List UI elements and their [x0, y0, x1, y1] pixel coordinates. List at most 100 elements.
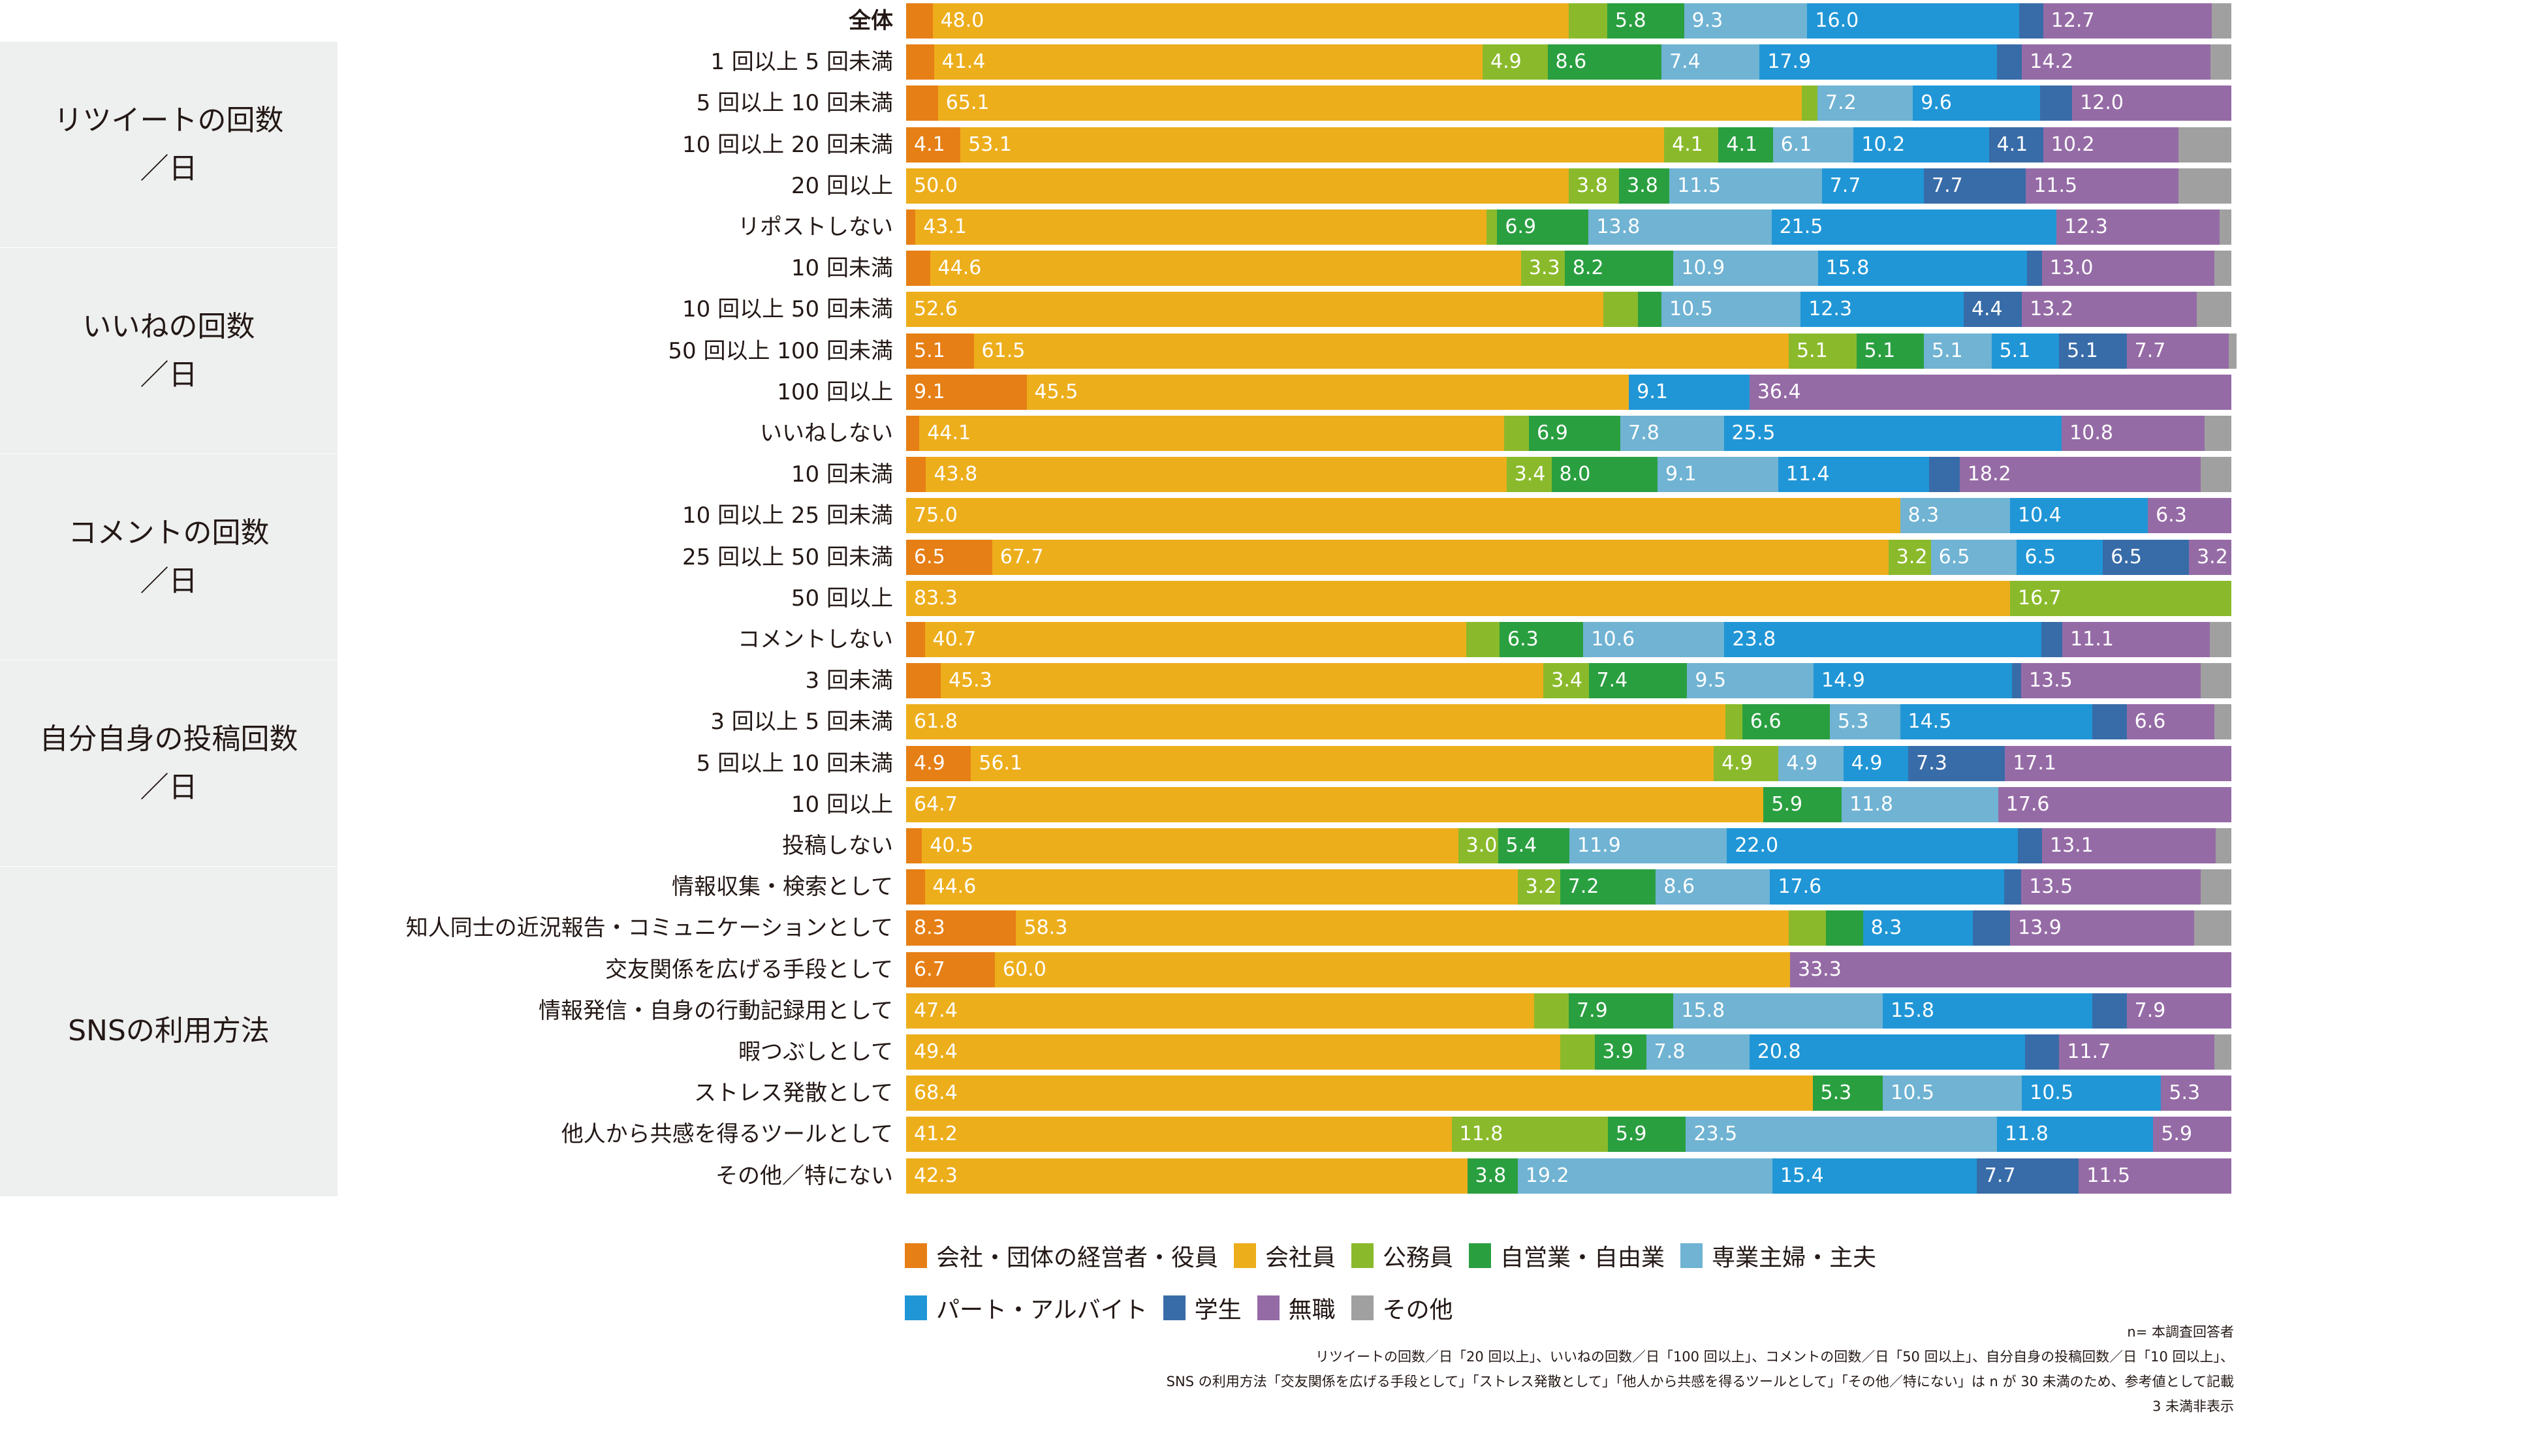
bar-segment	[1637, 292, 1662, 328]
bar-segment	[1466, 622, 1500, 657]
bar-segment	[1534, 993, 1569, 1029]
data-label: 8.3	[1908, 504, 1940, 527]
bar-segment: 23.8	[1724, 622, 2042, 657]
data-label: 7.8	[1628, 422, 1659, 444]
data-label: 14.9	[1821, 669, 1865, 692]
data-label: 11.8	[2005, 1123, 2049, 1146]
bar-segment: 6.3	[1500, 622, 1584, 657]
bar-segment: 12.0	[2072, 85, 2232, 121]
bar-segment: 5.3	[1829, 704, 1900, 740]
bar-segment: 8.3	[1862, 910, 1973, 946]
bar-segment: 12.3	[1800, 292, 1964, 328]
legend-label: 会社・団体の経営者・役員	[936, 1245, 1219, 1271]
row-label: 5 回以上 10 回未満	[696, 90, 893, 117]
data-label: 40.5	[930, 834, 974, 857]
data-label: 45.5	[1034, 380, 1078, 403]
bar-segment	[1825, 910, 1864, 946]
bar-segment: 17.6	[1770, 869, 2005, 905]
bar-row: 5.1 61.5 5.1 5.1 5.1 5.1 5.1 7.7	[906, 333, 2237, 369]
bar-row: 43.8 3.4 8.0 9.1 11.4 18.2	[906, 457, 2232, 493]
bar-segment	[2214, 251, 2232, 287]
bar-segment: 44.1	[919, 416, 1505, 451]
legend-label: パート・アルバイト	[936, 1297, 1148, 1324]
bar-segment: 5.9	[1607, 1117, 1686, 1153]
bar-segment: 23.5	[1686, 1117, 1998, 1153]
bar-segment: 15.8	[1673, 993, 1883, 1029]
data-label: 7.3	[1916, 751, 1947, 775]
data-label: 43.8	[934, 463, 978, 486]
bar-segment	[1996, 44, 2022, 80]
bar-segment: 11.9	[1569, 828, 1727, 863]
data-label: 8.0	[1559, 463, 1591, 486]
bar-segment: 11.7	[2059, 1034, 2215, 1070]
bar-row: 65.1 7.2 9.6 12.0	[906, 85, 2232, 121]
data-label: 6.5	[914, 545, 945, 568]
data-label: 5.3	[1820, 1081, 1852, 1105]
bar-segment: 7.3	[1908, 745, 2005, 781]
bar-segment	[1973, 910, 2011, 946]
bar-segment	[2228, 333, 2237, 369]
bar-segment: 48.0	[932, 3, 1569, 39]
data-label: 6.6	[2134, 710, 2166, 734]
footnote-hidden-threshold: 3 未満非表示	[2152, 1399, 2234, 1414]
bar-row: 49.4 3.9 7.8 20.8 11.7	[906, 1034, 2232, 1070]
bar-segment: 65.1	[937, 85, 1802, 121]
bar-segment: 4.1	[1664, 127, 1719, 163]
row-label: 5 回以上 10 回未満	[696, 750, 893, 777]
row-label: 25 回以上 50 回未満	[682, 544, 893, 570]
bar-segment: 43.8	[926, 457, 1507, 493]
bar-segment: 5.3	[2161, 1076, 2232, 1111]
bar-segment: 11.1	[2062, 622, 2210, 657]
data-label: 11.9	[1577, 834, 1621, 857]
data-label: 5.1	[2067, 339, 2098, 362]
data-label: 16.0	[1815, 9, 1859, 32]
data-label: 4.4	[1971, 298, 2003, 321]
bar-segment	[2215, 828, 2232, 863]
bar-segment: 13.1	[2042, 828, 2216, 863]
bar-segment: 75.0	[906, 498, 1900, 534]
data-label: 9.6	[1921, 91, 1953, 115]
group-label-line: SNSの利用方法	[68, 1014, 270, 1048]
bar-segment: 52.6	[906, 292, 1604, 328]
data-label: 75.0	[914, 504, 958, 527]
data-label: 5.3	[2169, 1081, 2201, 1105]
data-label: 52.6	[914, 298, 958, 321]
data-label: 4.9	[1721, 751, 1753, 775]
bar-row: 45.3 3.4 7.4 9.5 14.9 13.5	[906, 663, 2232, 699]
bar-segment: 7.8	[1646, 1034, 1750, 1070]
bar-row: 75.0 8.3 10.4 6.3	[906, 498, 2232, 534]
legend-label: 無職	[1288, 1297, 1336, 1324]
bar-segment: 15.8	[1883, 993, 2093, 1029]
bar-segment: 6.5	[2103, 539, 2190, 575]
data-label: 7.7	[1932, 174, 1963, 197]
data-label: 3.9	[1602, 1040, 1634, 1063]
group-label-box: リツイートの回数 ／日	[0, 42, 338, 247]
bar-segment: 10.4	[2009, 498, 2148, 534]
group-label-box: いいねの回数 ／日	[0, 248, 338, 454]
data-label: 6.5	[2111, 545, 2142, 568]
bar-segment	[2004, 869, 2022, 905]
bar-segment: 9.1	[906, 374, 1028, 410]
bar-segment	[1486, 209, 1498, 245]
bar-row: 83.3 16.7	[906, 580, 2232, 616]
legend-swatch	[905, 1295, 927, 1320]
data-label: 11.5	[2086, 1164, 2131, 1187]
bar-segment	[2019, 3, 2044, 39]
bar-segment: 12.7	[2043, 3, 2212, 39]
data-label: 16.7	[2017, 586, 2062, 610]
data-label: 17.6	[1778, 875, 1822, 899]
bar-row: 52.6 10.5 12.3 4.4 13.2	[906, 292, 2232, 328]
data-label: 19.2	[1525, 1164, 1569, 1187]
data-label: 4.1	[1672, 132, 1703, 156]
bar-segment: 3.4	[1543, 663, 1590, 699]
data-label: 8.6	[1555, 50, 1587, 74]
data-label: 41.4	[941, 50, 986, 74]
bar-segment: 56.1	[971, 745, 1714, 781]
data-label: 3.2	[1525, 875, 1557, 899]
bar-segment: 42.3	[906, 1158, 1468, 1194]
bar-segment	[2219, 209, 2232, 245]
data-label: 4.9	[1490, 50, 1522, 74]
row-label: 暇つぶしとして	[738, 1039, 893, 1065]
legend-item: 学生	[1163, 1291, 1242, 1325]
bar-segment: 11.4	[1778, 457, 1930, 493]
